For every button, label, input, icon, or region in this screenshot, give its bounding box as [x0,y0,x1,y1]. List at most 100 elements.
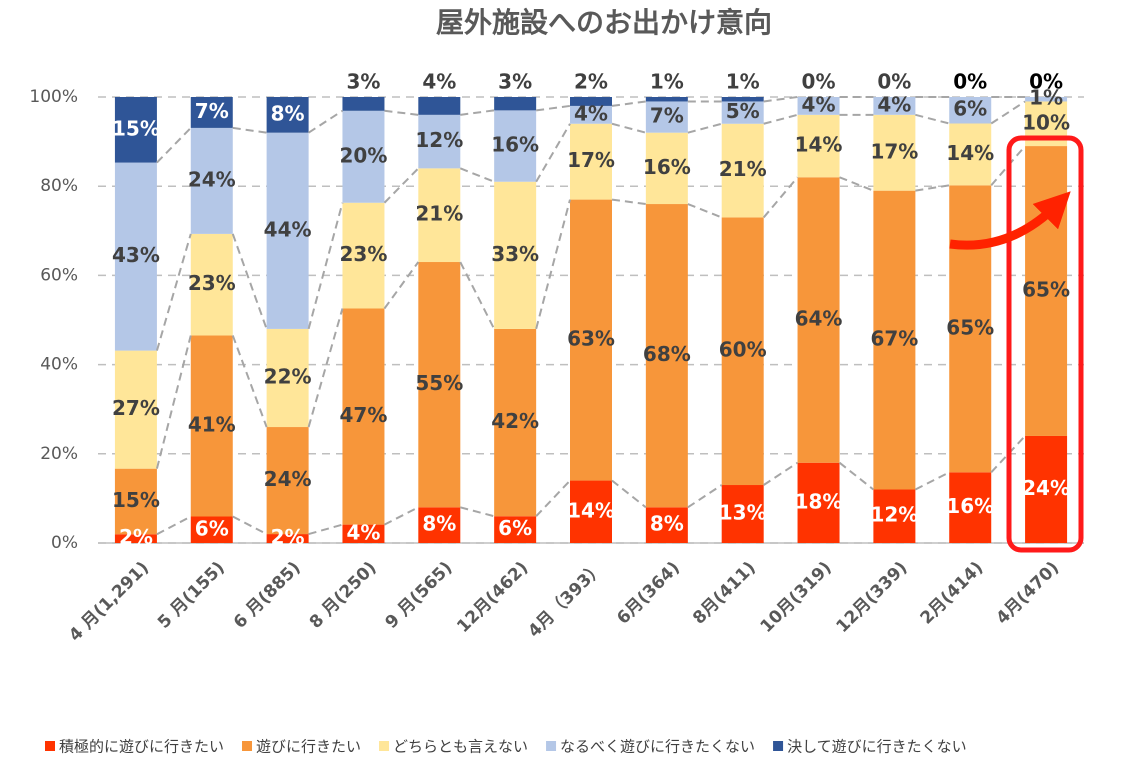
value-label: 0% [953,70,987,94]
bar-segment [645,132,688,205]
series-line [611,100,646,107]
legend-swatch [546,741,557,751]
value-label: 5% [726,99,760,123]
value-label: 4% [422,70,456,94]
bar-segment [418,507,461,543]
bar-segment [570,97,612,106]
series-line [839,176,874,192]
value-label: 23% [340,242,388,266]
bar-segment [721,97,764,102]
bar-segment [645,204,688,508]
bar-segment [342,110,385,203]
value-label: 64% [795,307,843,331]
value-label: 3% [346,70,380,94]
bar-segment [342,524,385,543]
value-label: 55% [415,371,463,395]
series-line [307,202,344,330]
value-label: 14% [946,141,994,165]
series-line [232,126,267,134]
bar-segment [570,123,612,200]
bar-segment [873,489,916,543]
series-line [460,109,495,116]
legend-swatch [242,741,253,751]
value-label: 16% [643,155,691,179]
bar-segment [494,97,537,111]
bar-segment [873,190,916,490]
value-label: 0% [1029,70,1063,94]
series-line [308,109,344,134]
series-line [763,461,799,486]
category-label-group: 5 月(155) [154,558,229,633]
series-line [535,199,571,330]
highlight-arrow [949,191,1071,250]
category-label-group: 6 月(885) [230,558,305,633]
value-label: 8% [271,101,305,125]
y-tick-label: 80% [40,176,78,196]
bar-segment [114,468,157,535]
bar-segment [190,97,233,128]
series-line [459,167,495,183]
value-label: 22% [264,364,312,388]
value-label: 20% [340,143,388,167]
series-line [990,100,1026,125]
x-tick-label: 8月(411) [689,558,760,629]
series-line [384,109,419,116]
value-label: 14% [567,498,615,522]
highlight-box [1006,135,1084,553]
series-line [990,145,1026,186]
series-line [536,104,571,112]
bar-segment [190,233,233,336]
y-tick-label: 0% [51,533,78,553]
value-label: 16% [491,133,539,157]
value-label: 10% [1022,110,1070,134]
series-line [611,122,647,134]
value-label: 4% [802,92,836,116]
value-label: 47% [340,403,388,427]
bar-segment [1025,97,1068,102]
value-label: 41% [188,412,236,436]
chart-title: 屋外施設へのお出かけ意向 [436,6,772,39]
value-label: 63% [567,327,615,351]
value-label: 24% [188,167,236,191]
bar-segment [721,217,764,486]
plot: 0% 20% 40% 60% 80% 100% 4 月(1,291) 5 月(155) 6 月(… [29,70,1084,756]
value-label: 43% [112,243,160,267]
bar-segment [797,97,840,115]
category-label-group: 4月(470) [993,558,1064,629]
value-label: 17% [870,139,918,163]
value-label: 15% [112,488,160,512]
bar-segment [190,516,233,543]
x-tick-label: 4月（393） [524,557,608,641]
value-label: 42% [491,409,539,433]
value-label: 8% [422,512,456,536]
series-line [687,122,722,134]
bar-segment [645,97,688,102]
value-label: 21% [415,202,463,226]
x-tick-label: 6 月(885) [230,558,305,633]
legend-swatch [45,741,55,751]
series-line [990,435,1026,474]
category-label-group: 2月(414) [917,558,988,629]
series-line [535,123,571,183]
value-label: 4% [346,520,380,544]
series-line [915,113,950,125]
bar-segment [266,427,309,535]
bar-segment [570,480,612,543]
category-label-group: 6月(364) [613,558,684,629]
category-label-group: 9 月(565) [382,558,457,633]
value-label: 60% [719,338,767,362]
series-line [231,233,268,330]
value-label: 2% [271,525,305,549]
value-label: 0% [802,70,836,94]
value-label: 1% [1029,86,1063,110]
category-label-group: 8 月(250) [306,558,381,633]
category-label-group: 8月(411) [689,558,760,629]
bar-segment [342,97,385,111]
series-line [155,335,192,469]
value-label: 21% [719,157,767,181]
bar-segment [494,110,537,182]
series-line [383,167,420,204]
series-line [156,515,192,536]
value-label: 0% [877,70,911,94]
